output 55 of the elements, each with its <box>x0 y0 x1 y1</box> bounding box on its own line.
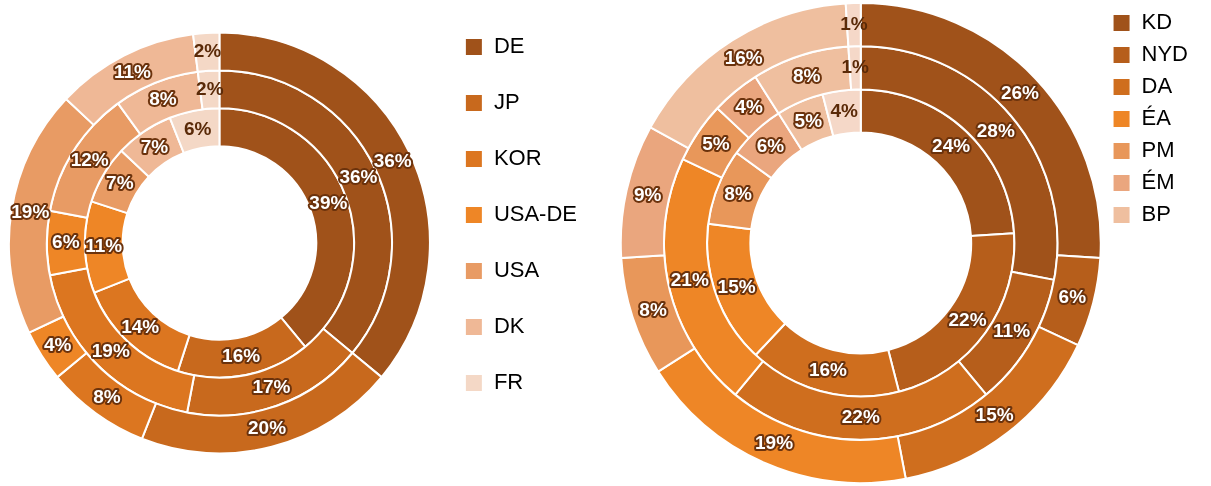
data-label: 22% <box>948 308 987 330</box>
data-label: 8% <box>792 64 821 86</box>
data-label: 16% <box>724 46 763 68</box>
data-label: 6% <box>756 135 785 157</box>
data-label: 24% <box>932 135 971 157</box>
data-label: 11% <box>993 320 1031 342</box>
data-label: 7% <box>106 172 134 194</box>
data-label: 19% <box>91 339 130 361</box>
data-label: 26% <box>1000 81 1040 103</box>
data-label: 12% <box>70 148 109 170</box>
legend-label: DA <box>1141 73 1173 99</box>
data-label: 15% <box>717 275 756 297</box>
legend-label: ÉA <box>1141 105 1172 131</box>
legend-label: KOR <box>493 145 542 171</box>
data-label: 9% <box>633 183 662 205</box>
data-label: 6% <box>52 231 80 253</box>
data-label: 20% <box>248 416 287 438</box>
data-label: 22% <box>841 406 880 428</box>
data-label: 39% <box>309 192 348 214</box>
data-label: 28% <box>976 119 1015 141</box>
data-label: 6% <box>1058 285 1087 307</box>
legend-label: FR <box>493 369 524 395</box>
legend-label: JP <box>493 89 520 115</box>
data-label: 11% <box>85 234 123 256</box>
data-label: 5% <box>702 132 730 154</box>
data-label: 14% <box>121 315 160 337</box>
legend-label: BP <box>1141 201 1171 227</box>
legend-label: NYD <box>1141 41 1188 67</box>
data-label: 36% <box>373 149 412 171</box>
legend-label: DK <box>493 313 525 339</box>
data-label: 4% <box>830 100 859 122</box>
legend-label: DE <box>493 33 525 59</box>
data-label: 2% <box>193 40 222 62</box>
legend-label: USA <box>493 257 540 283</box>
legend-label: PM <box>1141 137 1175 163</box>
data-label: 8% <box>724 182 752 204</box>
data-label: 11% <box>114 60 152 82</box>
data-label: 17% <box>252 375 291 397</box>
data-label: 5% <box>794 110 823 132</box>
data-label: 4% <box>735 96 763 118</box>
data-label: 8% <box>149 88 177 110</box>
data-label: 16% <box>808 359 848 381</box>
data-label: 7% <box>140 135 169 157</box>
legend-label: KD <box>1141 9 1173 35</box>
data-label: 8% <box>639 298 667 320</box>
data-label: 15% <box>975 403 1014 425</box>
legend-label: ÉM <box>1141 169 1175 195</box>
data-label: 4% <box>44 333 72 355</box>
data-label: 19% <box>755 431 794 453</box>
data-label: 6% <box>184 117 212 139</box>
data-label: 8% <box>93 386 121 408</box>
data-label: 16% <box>222 344 261 366</box>
data-label: 19% <box>11 201 50 223</box>
data-label: 21% <box>670 269 709 291</box>
legend-label: USA-DE <box>493 201 577 227</box>
